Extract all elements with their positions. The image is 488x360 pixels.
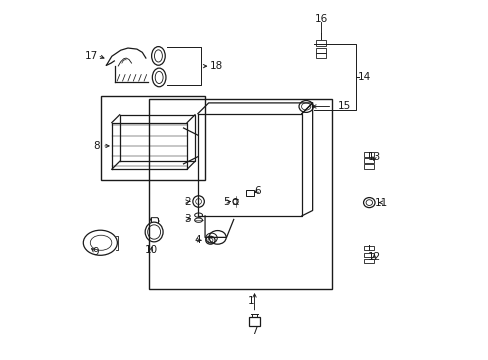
Bar xyxy=(316,48,325,53)
Bar xyxy=(149,99,332,289)
Text: 7: 7 xyxy=(251,326,257,336)
Text: 16: 16 xyxy=(314,14,327,24)
Text: 6: 6 xyxy=(254,186,261,196)
Text: 14: 14 xyxy=(357,72,370,82)
Text: 8: 8 xyxy=(93,141,100,151)
Text: 10: 10 xyxy=(144,245,158,255)
Text: 18: 18 xyxy=(209,61,223,71)
Bar xyxy=(364,152,373,157)
Bar xyxy=(316,53,325,58)
Text: 15: 15 xyxy=(337,102,350,112)
Bar xyxy=(101,96,204,180)
Text: 3: 3 xyxy=(183,214,190,224)
Bar xyxy=(246,190,254,196)
Text: 9: 9 xyxy=(92,247,99,257)
Text: 17: 17 xyxy=(84,50,98,60)
Bar xyxy=(364,164,373,168)
Bar xyxy=(316,40,325,45)
Text: 13: 13 xyxy=(367,152,381,162)
Bar xyxy=(248,317,260,326)
Text: 12: 12 xyxy=(367,252,380,262)
Bar xyxy=(364,253,373,257)
Text: 2: 2 xyxy=(183,197,190,207)
Text: 1: 1 xyxy=(247,296,254,306)
Text: 11: 11 xyxy=(374,198,387,208)
Text: 4: 4 xyxy=(194,235,201,245)
Bar xyxy=(364,259,373,263)
Bar xyxy=(364,246,373,250)
Bar xyxy=(364,158,373,163)
Text: 5: 5 xyxy=(223,197,229,207)
